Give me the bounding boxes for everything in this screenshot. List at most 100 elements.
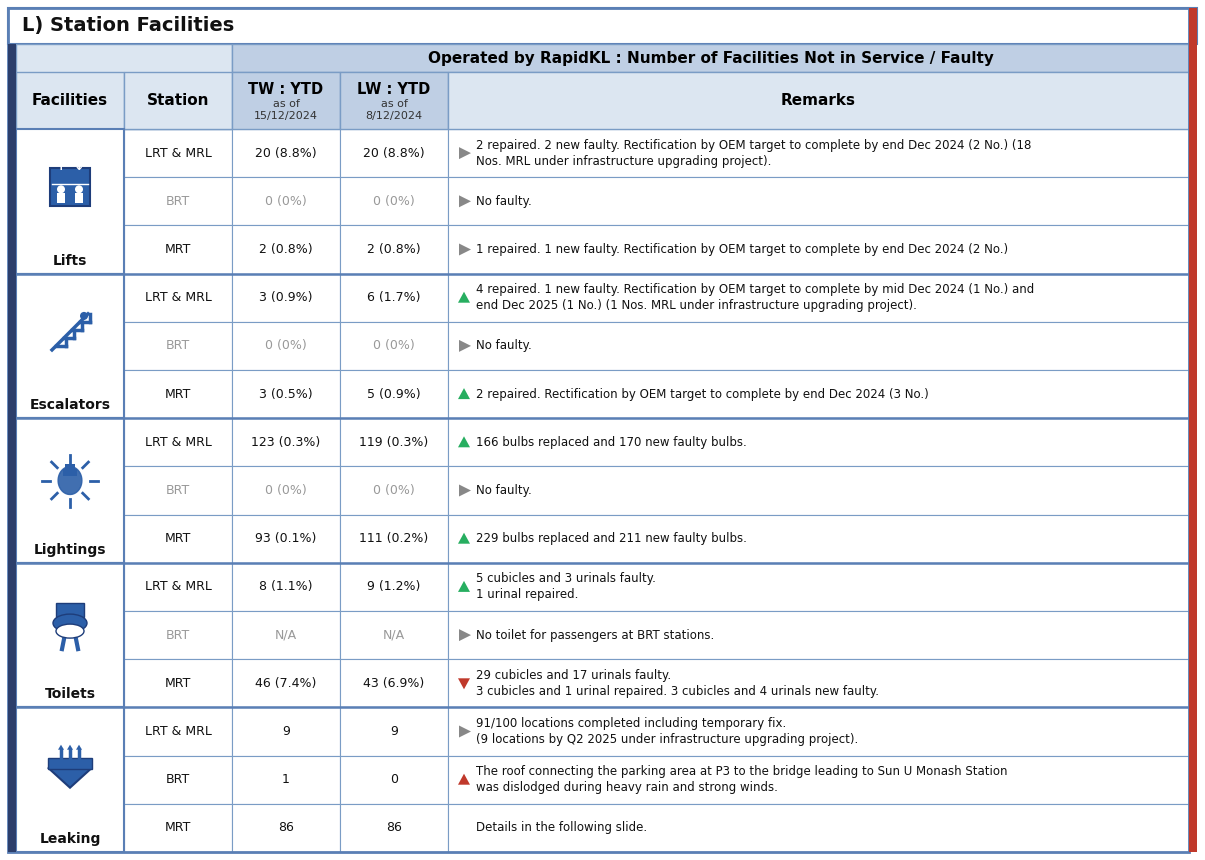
Text: 93 (0.1%): 93 (0.1%) [255, 532, 317, 545]
Bar [124, 611, 233, 660]
Bar [1189, 8, 1197, 852]
Text: 4 repaired. 1 new faulty. Rectification by OEM target to complete by mid Dec 202: 4 repaired. 1 new faulty. Rectification … [476, 283, 1034, 296]
Text: as of
8/12/2024: as of 8/12/2024 [365, 99, 423, 120]
Bar [124, 708, 233, 756]
Text: 1: 1 [282, 773, 290, 786]
Bar [65, 464, 75, 470]
Bar [1189, 8, 1197, 852]
Bar [448, 514, 1189, 562]
Bar [16, 273, 124, 418]
Text: LRT & MRL: LRT & MRL [145, 436, 211, 449]
Bar [340, 129, 448, 177]
Text: 0 (0%): 0 (0%) [265, 340, 307, 353]
Text: 29 cubicles and 17 urinals faulty.: 29 cubicles and 17 urinals faulty. [476, 669, 671, 682]
Text: ↑: ↑ [55, 160, 66, 174]
Text: 119 (0.3%): 119 (0.3%) [359, 436, 429, 449]
Bar [124, 466, 233, 514]
Text: 20 (8.8%): 20 (8.8%) [255, 146, 317, 160]
Bar [233, 322, 340, 370]
Text: 1 repaired. 1 new faulty. Rectification by OEM target to complete by end Dec 202: 1 repaired. 1 new faulty. Rectification … [476, 243, 1009, 256]
Bar [8, 44, 16, 852]
Text: BRT: BRT [166, 340, 190, 353]
Bar [448, 322, 1189, 370]
Text: 1 urinal repaired.: 1 urinal repaired. [476, 588, 578, 601]
Text: 91/100 locations completed including temporary fix.: 91/100 locations completed including tem… [476, 717, 786, 730]
Polygon shape [458, 580, 470, 592]
Polygon shape [459, 340, 471, 352]
Text: LRT & MRL: LRT & MRL [145, 725, 211, 738]
Bar [448, 804, 1189, 852]
Ellipse shape [55, 624, 84, 638]
Bar [63, 469, 77, 476]
Bar [340, 466, 448, 514]
Bar [340, 660, 448, 708]
Bar [340, 72, 448, 129]
Bar [233, 177, 340, 225]
Bar [233, 708, 340, 756]
Text: Lightings: Lightings [34, 543, 106, 556]
Text: 9: 9 [282, 725, 290, 738]
Text: Lifts: Lifts [53, 254, 87, 267]
Bar [448, 708, 1189, 756]
Text: No toilet for passengers at BRT stations.: No toilet for passengers at BRT stations… [476, 629, 715, 642]
Text: 0: 0 [390, 773, 398, 786]
Text: Operated by RapidKL : Number of Facilities Not in Service / Faulty: Operated by RapidKL : Number of Faciliti… [428, 51, 993, 65]
Bar [233, 44, 1189, 72]
Bar [448, 370, 1189, 418]
Text: 43 (6.9%): 43 (6.9%) [364, 677, 424, 690]
Polygon shape [458, 436, 470, 447]
Bar [448, 177, 1189, 225]
Text: 2 repaired. 2 new faulty. Rectification by OEM target to complete by end Dec 202: 2 repaired. 2 new faulty. Rectification … [476, 138, 1031, 151]
Text: BRT: BRT [166, 773, 190, 786]
Bar [233, 129, 340, 177]
Polygon shape [458, 292, 470, 303]
Text: 6 (1.7%): 6 (1.7%) [368, 292, 421, 304]
Bar [124, 177, 233, 225]
Bar [124, 756, 233, 804]
Bar [233, 756, 340, 804]
Text: N/A: N/A [275, 629, 298, 642]
Text: 0 (0%): 0 (0%) [374, 340, 415, 353]
Text: BRT: BRT [166, 195, 190, 208]
Bar [340, 322, 448, 370]
Bar [233, 466, 340, 514]
Bar [124, 804, 233, 852]
Bar [340, 177, 448, 225]
Text: 2 (0.8%): 2 (0.8%) [259, 243, 313, 256]
Text: (9 locations by Q2 2025 under infrastructure upgrading project).: (9 locations by Q2 2025 under infrastruc… [476, 733, 858, 746]
Text: 0 (0%): 0 (0%) [374, 484, 415, 497]
Text: Toilets: Toilets [45, 687, 95, 702]
Bar [49, 169, 90, 206]
Text: Station: Station [147, 93, 210, 108]
Bar [233, 273, 340, 322]
Text: LW : YTD: LW : YTD [358, 82, 430, 97]
Text: 3 (0.5%): 3 (0.5%) [259, 388, 313, 401]
Text: 86: 86 [386, 821, 402, 834]
Bar [8, 8, 1197, 44]
Polygon shape [459, 630, 471, 641]
Text: Remarks: Remarks [781, 93, 856, 108]
Polygon shape [458, 774, 470, 784]
Text: 229 bulbs replaced and 211 new faulty bulbs.: 229 bulbs replaced and 211 new faulty bu… [476, 532, 747, 545]
Circle shape [57, 185, 65, 194]
Ellipse shape [53, 614, 87, 632]
Bar [233, 72, 340, 129]
Text: No faulty.: No faulty. [476, 195, 531, 208]
Text: 20 (8.8%): 20 (8.8%) [363, 146, 425, 160]
Text: 8 (1.1%): 8 (1.1%) [259, 580, 313, 593]
Bar [340, 708, 448, 756]
Text: MRT: MRT [165, 243, 192, 256]
Text: ↓: ↓ [74, 160, 84, 174]
Bar [57, 194, 65, 203]
Text: The roof connecting the parking area at P3 to the bridge leading to Sun U Monash: The roof connecting the parking area at … [476, 765, 1007, 778]
Text: 0 (0%): 0 (0%) [374, 195, 415, 208]
Text: 5 (0.9%): 5 (0.9%) [368, 388, 421, 401]
Text: 9 (1.2%): 9 (1.2%) [368, 580, 421, 593]
Text: LRT & MRL: LRT & MRL [145, 580, 211, 593]
Text: 0 (0%): 0 (0%) [265, 195, 307, 208]
Bar [16, 708, 124, 852]
Bar [8, 44, 16, 852]
Bar [448, 273, 1189, 322]
Text: 3 cubicles and 1 urinal repaired. 3 cubicles and 4 urinals new faulty.: 3 cubicles and 1 urinal repaired. 3 cubi… [476, 685, 878, 697]
Bar [448, 418, 1189, 466]
